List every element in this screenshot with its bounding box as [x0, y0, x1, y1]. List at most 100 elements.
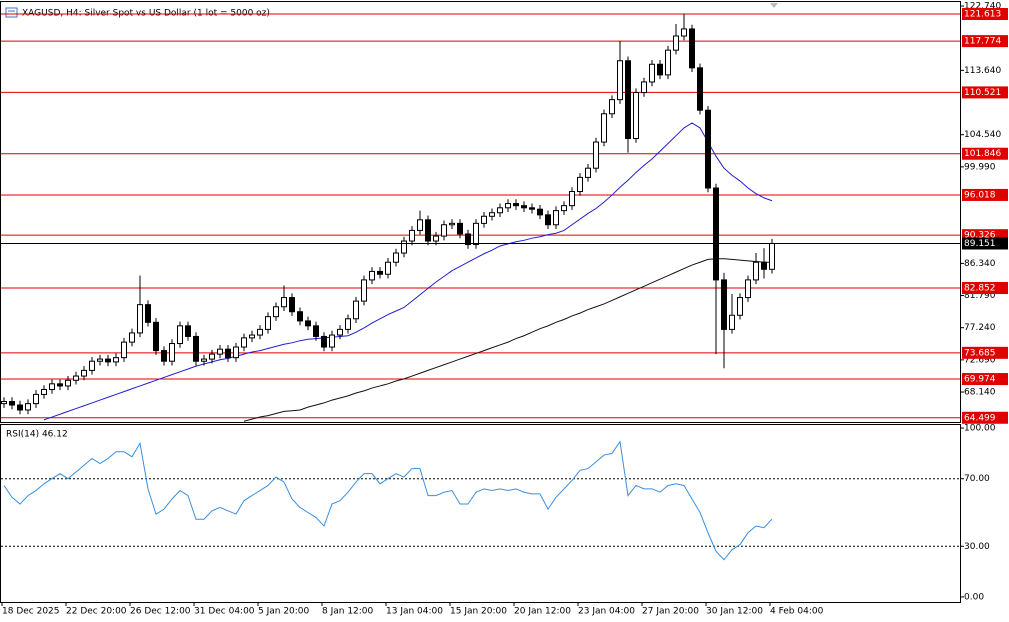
candle-body — [417, 219, 423, 231]
candle-body — [561, 205, 567, 212]
candle-body — [89, 360, 95, 371]
candle-body — [289, 297, 295, 313]
candle-body — [361, 279, 367, 302]
candle-body — [609, 99, 615, 115]
candle-body — [377, 270, 383, 275]
rsi-pane — [0, 424, 961, 603]
level-label-box — [962, 411, 1008, 424]
symbol-icon — [5, 7, 18, 18]
candle-body — [457, 222, 463, 235]
candle-body — [409, 229, 415, 242]
candle-body — [41, 388, 47, 395]
candle-body — [761, 261, 767, 270]
candle-body — [577, 176, 583, 193]
candle-body — [537, 208, 543, 216]
candle-body — [329, 334, 335, 348]
candle-body — [57, 383, 63, 387]
candle-body — [657, 63, 663, 76]
candle-body — [737, 297, 743, 316]
level-label: 110.521 — [964, 88, 1001, 98]
y-tick-label: 122.740 — [964, 2, 1001, 12]
candle-body — [449, 222, 455, 226]
candle-body — [497, 207, 503, 214]
y-tick-label: 0.00 — [964, 592, 984, 602]
moving-average — [243, 258, 772, 422]
y-tick-label: 113.640 — [964, 66, 1001, 76]
y-tick-label: 30.00 — [964, 542, 990, 552]
candle-body — [313, 325, 319, 337]
candle-body — [185, 325, 191, 337]
level-label: 90.326 — [964, 231, 996, 241]
y-tick-label: 77.240 — [964, 323, 996, 333]
candle-body — [249, 334, 255, 339]
candle-body — [441, 224, 447, 237]
candle-body — [633, 92, 639, 140]
moving-average — [43, 122, 773, 421]
candle-body — [729, 314, 735, 330]
candle-body — [137, 304, 143, 334]
x-tick-label: 4 Feb 04:00 — [770, 607, 824, 617]
candle-body — [177, 325, 183, 345]
x-tick-label: 5 Jan 20:00 — [258, 607, 310, 617]
candle-body — [113, 357, 119, 363]
candle-body — [641, 81, 647, 94]
y-tick-label: 99.990 — [964, 162, 996, 172]
candle-body — [505, 203, 511, 209]
candle-body — [745, 279, 751, 299]
candle-body — [529, 207, 535, 210]
shift-marker — [770, 3, 778, 8]
candle-body — [81, 369, 87, 377]
candle-body — [553, 210, 559, 226]
level-label: 121.613 — [964, 9, 1001, 19]
candle-body — [65, 379, 71, 387]
candle-body — [265, 316, 271, 330]
candle-body — [689, 28, 695, 69]
y-tick-label: 100.00 — [964, 424, 996, 434]
candle-body — [649, 63, 655, 83]
candle-body — [225, 348, 231, 359]
x-tick-label: 27 Jan 20:00 — [642, 607, 699, 617]
last-price-label: 89.151 — [964, 239, 996, 249]
candle-body — [345, 318, 351, 330]
candle-body — [713, 187, 719, 281]
candle-body — [169, 343, 175, 362]
candle-body — [769, 242, 775, 270]
x-tick-label: 30 Jan 12:00 — [706, 607, 763, 617]
candle-body — [49, 383, 55, 390]
level-label: 64.499 — [964, 413, 996, 423]
candle-body — [273, 306, 279, 318]
candle-body — [617, 60, 623, 101]
level-label-box — [962, 188, 1008, 201]
candle-body — [681, 28, 687, 37]
y-tick-label: 72.690 — [964, 355, 996, 365]
candle-body — [145, 304, 151, 323]
candle-body — [433, 235, 439, 242]
x-tick-label: 15 Jan 20:00 — [450, 607, 507, 617]
candle-body — [705, 109, 711, 189]
candle-body — [73, 375, 79, 381]
candle-body — [193, 335, 199, 362]
candle-body — [489, 212, 495, 217]
rsi-line — [3, 440, 773, 561]
level-label: 117.774 — [964, 37, 1001, 47]
candle-body — [305, 320, 311, 327]
candle-body — [385, 261, 391, 275]
level-label-box — [962, 35, 1008, 48]
candle-body — [161, 350, 167, 362]
candle-body — [601, 113, 607, 143]
y-tick-label: 81.790 — [964, 291, 996, 301]
x-tick-label: 22 Dec 20:00 — [66, 607, 127, 617]
candle-body — [1, 400, 7, 405]
candle-body — [241, 337, 247, 348]
candle-body — [665, 49, 671, 76]
candle-body — [9, 400, 15, 406]
candle-body — [721, 279, 727, 330]
y-tick-label: 104.540 — [964, 130, 1001, 140]
candle-body — [697, 67, 703, 111]
level-label-box — [962, 147, 1008, 160]
x-tick-label: 23 Jan 04:00 — [578, 607, 635, 617]
candle-body — [105, 358, 111, 363]
level-label-box — [962, 282, 1008, 295]
candle-body — [33, 393, 39, 405]
